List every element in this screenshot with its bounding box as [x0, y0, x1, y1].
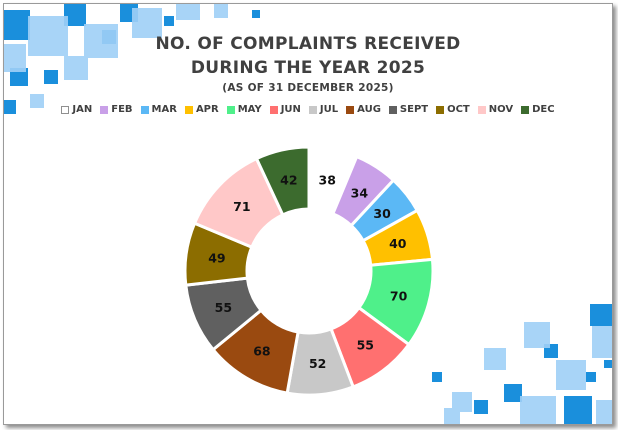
legend-swatch [388, 105, 397, 114]
legend-swatch [436, 105, 445, 114]
legend-item-mar: MAR [140, 104, 177, 115]
legend-item-feb: FEB [100, 104, 133, 115]
chart-title-line-2: DURING THE YEAR 2025 [190, 58, 426, 78]
data-label-jan: 38 [319, 172, 336, 187]
legend-label: FEB [111, 104, 133, 115]
legend-swatch [477, 105, 486, 114]
legend-swatch [308, 105, 317, 114]
legend-item-jul: JUL [308, 104, 339, 115]
data-label-dec: 42 [280, 173, 297, 188]
legend-swatch [100, 105, 109, 114]
legend-item-apr: APR [184, 104, 219, 115]
legend-item-oct: OCT [436, 104, 470, 115]
legend-item-nov: NOV [477, 104, 514, 115]
legend-item-may: MAY [226, 104, 262, 115]
legend-label: AUG [357, 104, 381, 115]
data-label-sept: 55 [215, 300, 232, 315]
legend-swatch [184, 105, 193, 114]
legend-swatch [346, 105, 355, 114]
decorative-squares [4, 4, 612, 424]
donut-slice-dec [254, 145, 311, 217]
legend-swatch [61, 105, 70, 114]
data-label-oct: 49 [208, 250, 225, 265]
legend-label: SEPT [399, 104, 429, 115]
legend-label: JUL [319, 104, 339, 115]
legend-item-dec: DEC [521, 104, 555, 115]
data-label-mar: 30 [373, 206, 391, 221]
legend-label: MAR [151, 104, 177, 115]
data-label-jul: 52 [309, 356, 326, 371]
chart-subtitle: (AS OF 31 DECEMBER 2025) [222, 82, 394, 94]
legend-swatch [226, 105, 235, 114]
legend-label: APR [195, 104, 219, 115]
data-label-aug: 68 [253, 344, 270, 359]
chart-title: NO. OF COMPLAINTS RECEIVED DURING THE YE… [4, 32, 612, 80]
donut-chart: 38 34 30 40 70 55 52 68 55 49 71 42 [183, 145, 435, 397]
legend-item-sept: SEPT [388, 104, 429, 115]
legend-item-jan: JAN [61, 104, 92, 115]
legend-label: OCT [447, 104, 470, 115]
data-label-may: 70 [390, 288, 408, 303]
legend-label: DEC [532, 104, 555, 115]
legend-item-aug: AUG [346, 104, 381, 115]
data-label-jun: 55 [357, 338, 374, 353]
chart-legend: JAN FEB MAR APR MAY JUN JUL AUG SEPT OCT NOV DEC [4, 104, 612, 115]
legend-item-jun: JUN [269, 104, 301, 115]
legend-swatch [521, 105, 530, 114]
legend-label: JUN [280, 104, 301, 115]
data-label-feb: 34 [351, 185, 369, 200]
legend-swatch [140, 105, 149, 114]
legend-label: JAN [72, 104, 93, 115]
data-label-apr: 40 [389, 236, 407, 251]
legend-label: NOV [488, 104, 514, 115]
legend-swatch [269, 105, 278, 114]
data-label-nov: 71 [233, 199, 250, 214]
chart-title-line-1: NO. OF COMPLAINTS RECEIVED [155, 34, 461, 54]
legend-label: MAY [237, 104, 262, 115]
chart-frame: NO. OF COMPLAINTS RECEIVED DURING THE YE… [3, 3, 613, 425]
